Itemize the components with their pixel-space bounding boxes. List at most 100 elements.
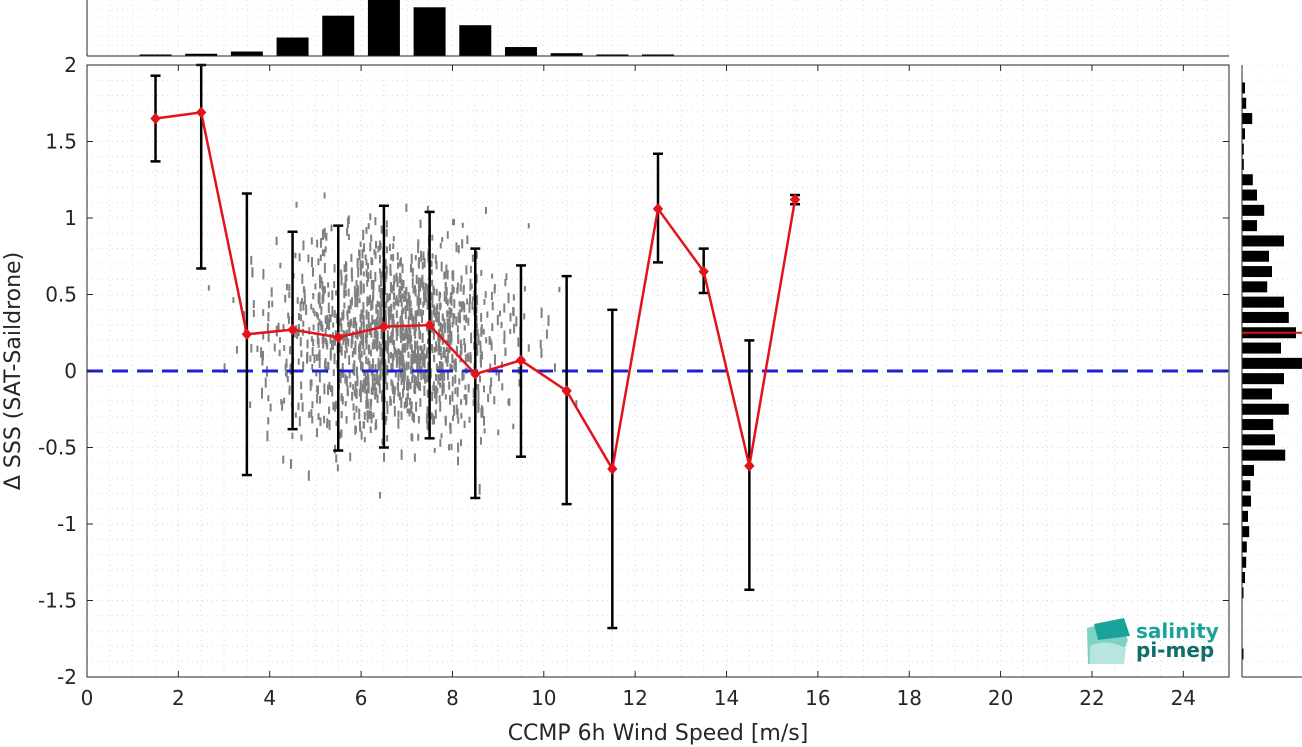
scatter-point (435, 288, 438, 296)
scatter-point (419, 308, 422, 317)
scatter-point (509, 328, 512, 335)
top-histogram (86, 0, 1230, 57)
scatter-point (479, 437, 482, 445)
scatter-point (249, 401, 252, 408)
scatter-point (411, 353, 414, 362)
scatter-point (402, 280, 405, 289)
scatter-point (343, 302, 346, 309)
scatter-point (359, 340, 362, 351)
scatter-point (460, 301, 463, 313)
scatter-point (334, 339, 337, 346)
scatter-point (424, 286, 427, 297)
scatter-point (414, 344, 417, 354)
scatter-point (341, 396, 344, 405)
scatter-point (355, 321, 358, 331)
scatter-point (395, 350, 398, 359)
scatter-point (472, 388, 475, 399)
scatter-point (373, 382, 376, 392)
scatter-point (320, 238, 323, 244)
scatter-point (420, 255, 423, 262)
scatter-point (400, 360, 403, 366)
scatter-point (370, 414, 373, 424)
scatter-point (359, 241, 362, 248)
scatter-point (380, 225, 383, 234)
scatter-point (367, 344, 370, 355)
scatter-point (369, 349, 372, 357)
scatter-point (449, 363, 452, 371)
scatter-point (372, 280, 375, 291)
scatter-point (347, 288, 350, 297)
scatter-point (302, 320, 305, 327)
scatter-point (439, 324, 442, 332)
scatter-point (427, 338, 430, 345)
scatter-point (288, 284, 291, 292)
scatter-point (207, 285, 210, 291)
scatter-point (362, 421, 365, 429)
scatter-point (433, 287, 436, 296)
scatter-point (379, 362, 382, 371)
scatter-point (479, 353, 482, 363)
scatter-point (366, 413, 369, 423)
scatter-point (452, 270, 455, 282)
scatter-point (388, 314, 391, 321)
right-histogram-bar (1242, 143, 1244, 155)
scatter-point (417, 306, 420, 316)
scatter-point (409, 300, 412, 307)
scatter-point (407, 361, 410, 370)
scatter-point (443, 291, 446, 302)
scatter-point (339, 375, 342, 383)
scatter-point (376, 300, 379, 307)
scatter-point (362, 283, 365, 294)
scatter-point (406, 397, 409, 407)
scatter-point (413, 374, 416, 384)
top-histogram-frame (87, 0, 1229, 56)
scatter-point (417, 243, 420, 254)
scatter-point (353, 347, 356, 355)
scatter-point (356, 366, 359, 378)
scatter-point (375, 387, 378, 396)
scatter-point (430, 412, 433, 420)
scatter-point (431, 279, 434, 287)
scatter-point (310, 336, 313, 342)
scatter-point (333, 353, 336, 365)
scatter-point (449, 311, 452, 318)
scatter-point (284, 294, 287, 303)
scatter-point (381, 438, 384, 445)
scatter-point (267, 312, 270, 322)
scatter-point (256, 345, 259, 353)
mean-marker (744, 460, 755, 472)
scatter-point (441, 339, 444, 345)
scatter-point (410, 253, 413, 264)
scatter-point (471, 296, 474, 302)
scatter-point (375, 419, 378, 430)
right-histogram-bar (1242, 495, 1251, 507)
scatter-point (427, 370, 430, 381)
scatter-point (346, 315, 349, 321)
y-tick-label: -1.5 (38, 589, 77, 613)
scatter-point (482, 328, 485, 335)
scatter-point (405, 203, 408, 212)
scatter-point (285, 358, 288, 368)
scatter-point (410, 344, 413, 354)
scatter-point (267, 417, 270, 425)
scatter-point (378, 317, 381, 324)
scatter-point (288, 388, 291, 395)
scatter-point (389, 282, 392, 293)
right-histogram-bar (1242, 526, 1250, 538)
right-histogram-grid (1242, 64, 1302, 678)
scatter-point (373, 340, 376, 349)
scatter-point (356, 375, 359, 386)
scatter-point (367, 386, 370, 393)
scatter-point (400, 295, 403, 302)
scatter-point (479, 340, 482, 347)
scatter-point (319, 417, 322, 427)
scatter-point (391, 335, 394, 345)
scatter-point (342, 339, 345, 345)
mean-marker (378, 320, 390, 333)
scatter-point (412, 287, 415, 294)
scatter-point (466, 298, 469, 305)
scatter-point (366, 376, 369, 386)
scatter-point (375, 304, 378, 314)
scatter-point (406, 375, 409, 386)
